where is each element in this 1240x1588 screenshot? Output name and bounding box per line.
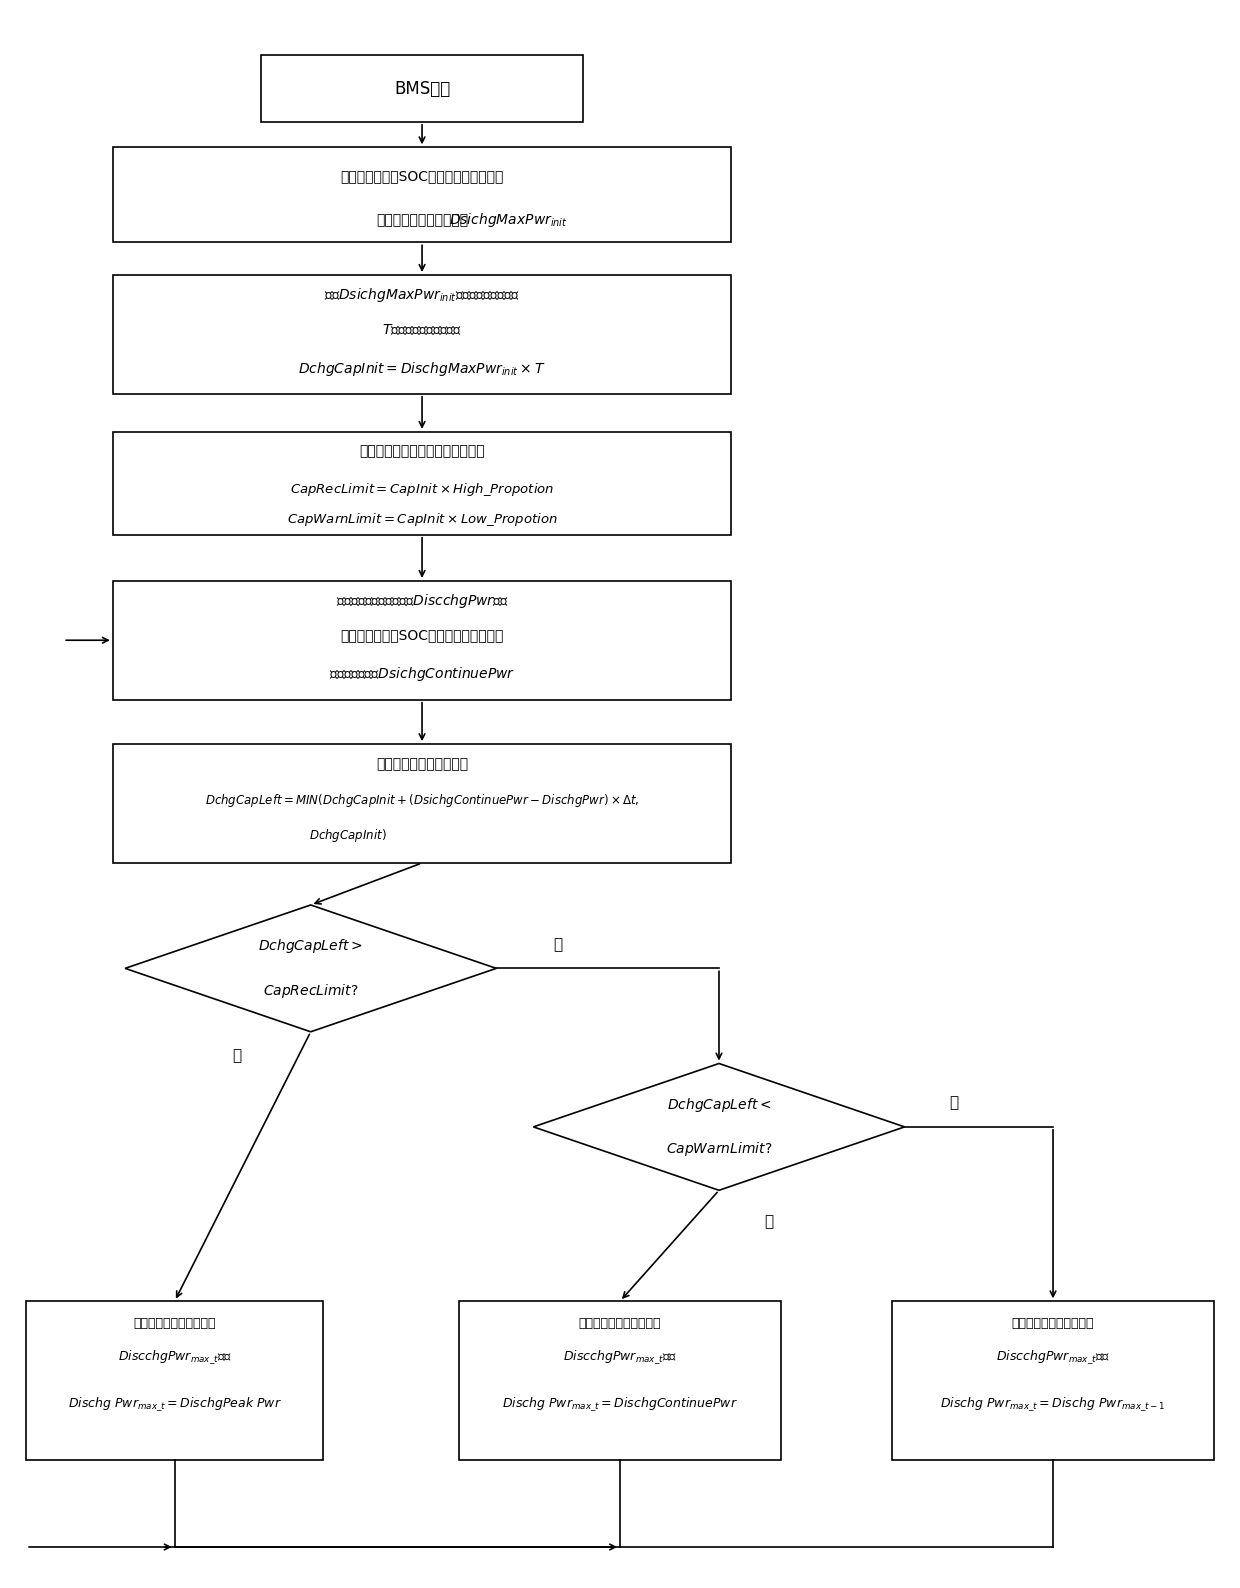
Text: 计算最大可用放电能量：: 计算最大可用放电能量： [376,757,469,770]
Polygon shape [533,1064,904,1191]
Text: 否: 否 [553,937,563,953]
Text: $Dischg\ Pwr_{max\_t} = DischgContinuePwr$: $Dischg\ Pwr_{max\_t} = DischgContinuePw… [502,1396,738,1413]
Text: $DchgCapInit)$: $DchgCapInit)$ [309,827,387,843]
Text: 根据当前温度、SOC查峰值放电功率表，: 根据当前温度、SOC查峰值放电功率表， [340,168,503,183]
Text: 根据$DsichgMaxPwr_{init}$和峰值功率持续时间: 根据$DsichgMaxPwr_{init}$和峰值功率持续时间 [324,286,520,303]
Text: 是: 是 [232,1048,241,1062]
Text: $Dischg\ Pwr_{max\_t} = Dischg\ Pwr_{max\_t-1}$: $Dischg\ Pwr_{max\_t} = Dischg\ Pwr_{max… [940,1396,1166,1413]
FancyBboxPatch shape [26,1301,324,1459]
Text: 否: 否 [950,1096,959,1110]
Polygon shape [125,905,496,1032]
Text: $DiscchgPwr_{max\_t}$为：: $DiscchgPwr_{max\_t}$为： [996,1348,1110,1366]
Text: $DiscchgPwr_{max\_t}$为：: $DiscchgPwr_{max\_t}$为： [118,1348,232,1366]
FancyBboxPatch shape [113,432,732,535]
Text: 此时电池的可用放电功率: 此时电池的可用放电功率 [1012,1316,1094,1331]
Text: $CapWarnLimit?$: $CapWarnLimit?$ [666,1140,773,1158]
Text: $DiscchgPwr_{max\_t}$为：: $DiscchgPwr_{max\_t}$为： [563,1348,677,1366]
Text: 此时电池的可用放电功率: 此时电池的可用放电功率 [579,1316,661,1331]
Text: $DchgCapInit = DischgMaxPwr_{init} \times T$: $DchgCapInit = DischgMaxPwr_{init} \time… [299,360,546,378]
Text: $T$计算初始放电能量为：: $T$计算初始放电能量为： [382,322,463,337]
Text: 此时电池的可用放电功率: 此时电池的可用放电功率 [134,1316,216,1331]
Text: $DchgCapLeft<$: $DchgCapLeft<$ [667,1096,771,1113]
FancyBboxPatch shape [459,1301,781,1459]
FancyBboxPatch shape [113,745,732,862]
Text: 获取车辆的实际使用功率$DiscchgPwr$，根: 获取车辆的实际使用功率$DiscchgPwr$，根 [336,592,508,610]
Text: 据当前的温度、SOC查持续放电功率表得: 据当前的温度、SOC查持续放电功率表得 [340,629,503,643]
Text: $DsichgMaxPwr_{init}$: $DsichgMaxPwr_{init}$ [449,211,568,229]
Text: 计算放电恢复能量和放电警告能量: 计算放电恢复能量和放电警告能量 [360,445,485,459]
FancyBboxPatch shape [113,275,732,394]
Text: BMS上电: BMS上电 [394,79,450,97]
Text: 是: 是 [764,1215,773,1229]
Text: 到持续放电功率$DsichgContinuePwr$: 到持续放电功率$DsichgContinuePwr$ [329,664,516,683]
Text: $Dischg\ Pwr_{max\_t} = DischgPeak\ Pwr$: $Dischg\ Pwr_{max\_t} = DischgPeak\ Pwr$ [68,1396,281,1413]
FancyBboxPatch shape [113,148,732,243]
Text: 得到此时的峰值放电功率: 得到此时的峰值放电功率 [376,213,469,227]
Text: $CapWarnLimit = CapInit \times Low\_Propotion$: $CapWarnLimit = CapInit \times Low\_Prop… [286,511,558,529]
Text: $CapRecLimit = CapInit \times High\_Propotion$: $CapRecLimit = CapInit \times High\_Prop… [290,481,554,499]
Text: $CapRecLimit?$: $CapRecLimit?$ [263,981,358,999]
Text: $DchgCapLeft=MIN(DchgCapInit+(DsichgContinuePwr-DischgPwr)\times\Delta t,$: $DchgCapLeft=MIN(DchgCapInit+(DsichgCont… [205,792,640,808]
FancyBboxPatch shape [262,56,583,122]
FancyBboxPatch shape [893,1301,1214,1459]
Text: $DchgCapLeft>$: $DchgCapLeft>$ [258,937,363,954]
FancyBboxPatch shape [113,581,732,700]
